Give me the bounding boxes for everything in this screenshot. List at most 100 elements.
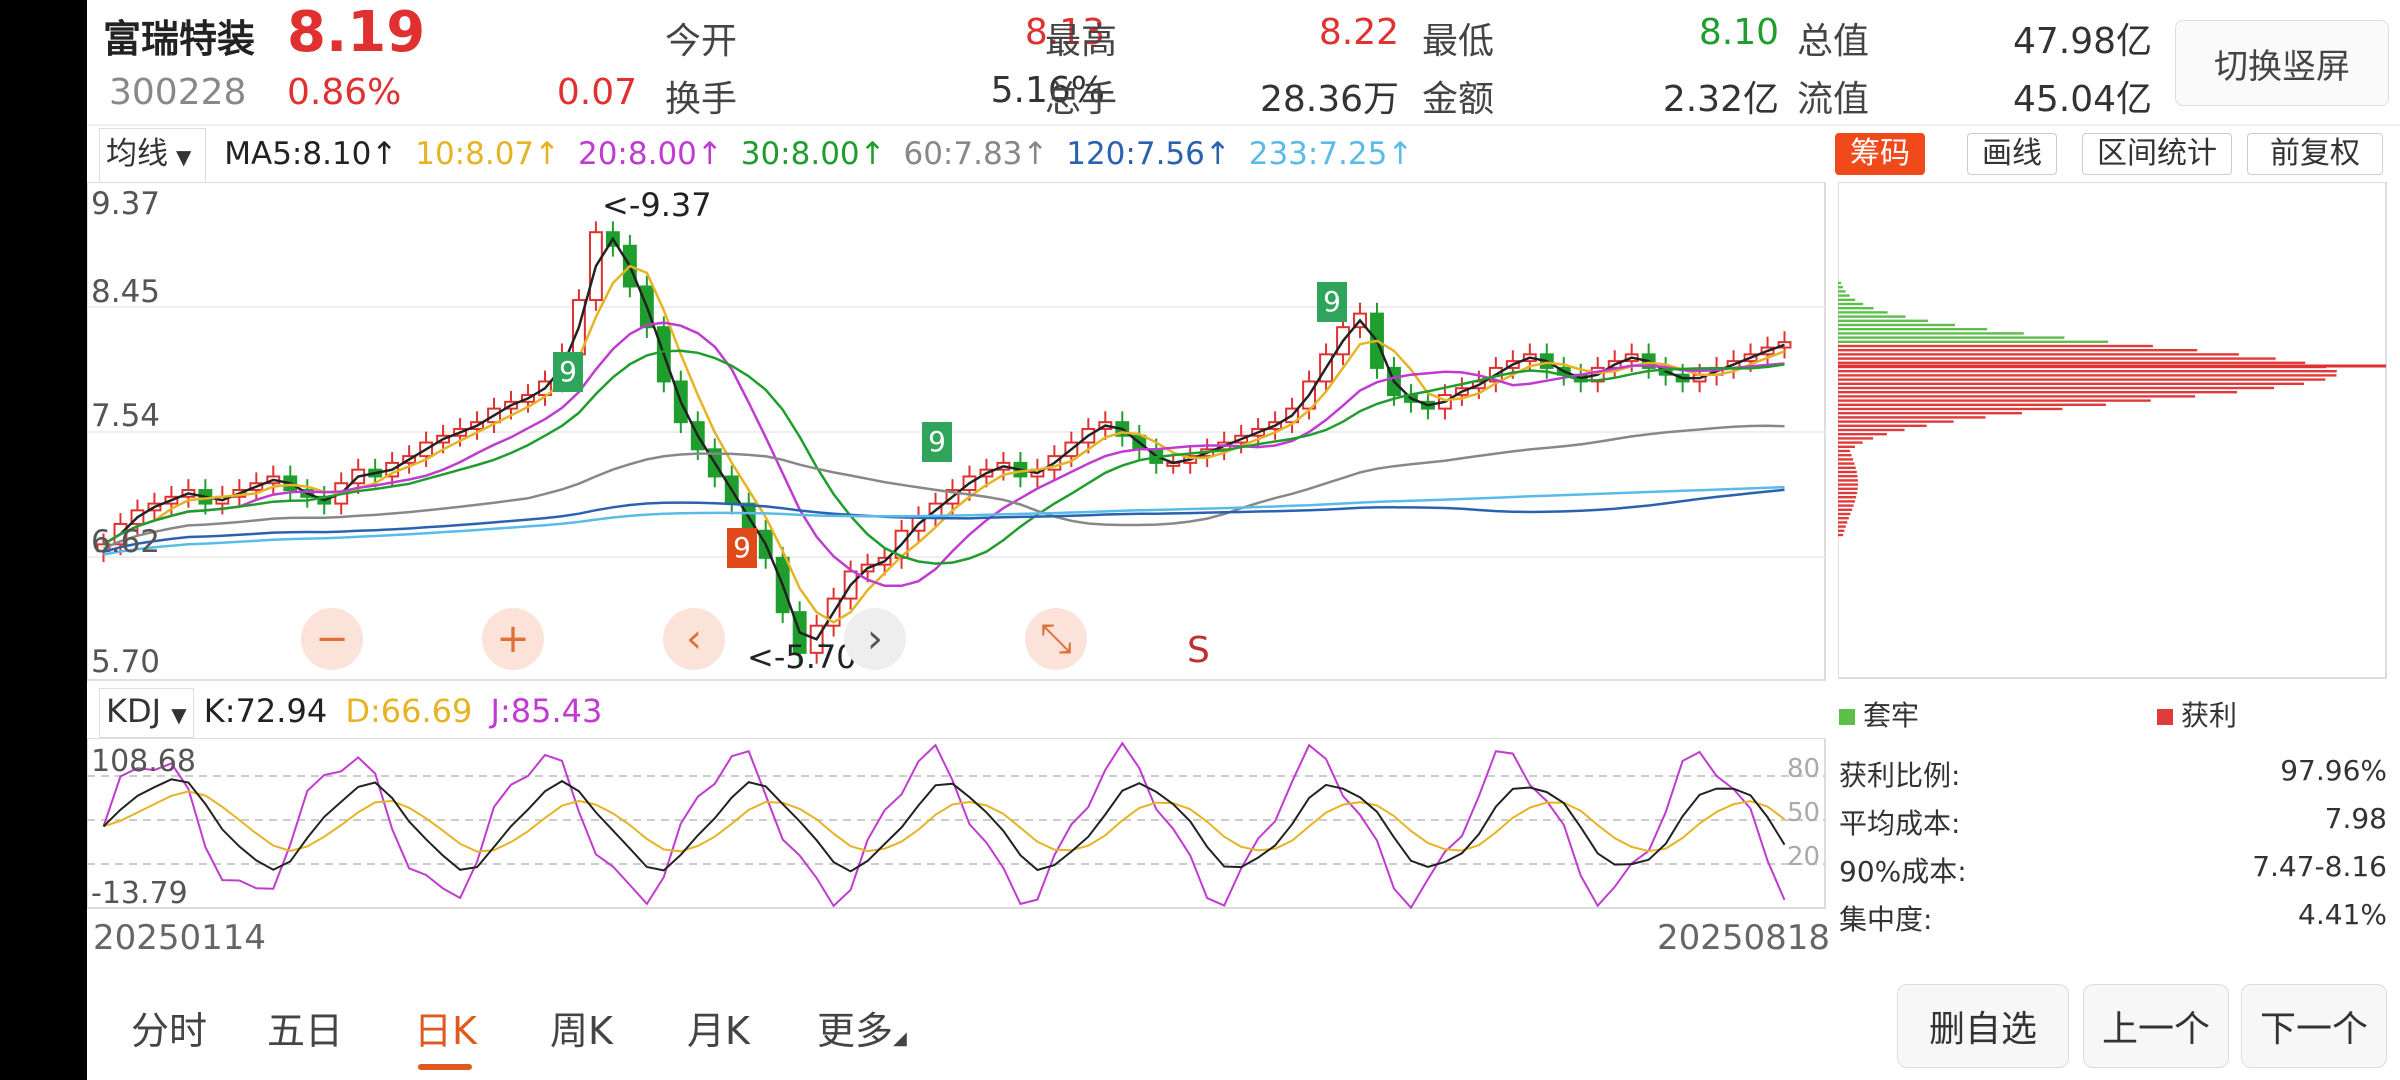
ma-line <box>102 236 1785 641</box>
chips-button[interactable]: 筹码 <box>1835 133 1925 175</box>
switch-portrait-button[interactable]: 切换竖屏 <box>2175 20 2389 106</box>
legend-trapped-label: 套牢 <box>1863 699 1920 732</box>
kdj-legend: KDJ ▼ K:72.94 D:66.69 J:85.43 <box>87 688 1287 738</box>
tab-intraday[interactable]: 分时 <box>131 1009 208 1053</box>
chip-bar <box>1838 533 1844 537</box>
kdj-ref-20: 20 <box>1787 842 1821 872</box>
chip-bar <box>1838 475 1858 478</box>
chip-bar <box>1838 328 1988 331</box>
kdj-ref-80: 80 <box>1787 754 1821 784</box>
chip-bar <box>1838 391 2238 394</box>
stat-value-volume: 28.36万 <box>1259 79 1399 120</box>
ma30-label: 30:8.00↑ <box>740 136 886 172</box>
tab-more[interactable]: 更多◢ <box>817 1000 907 1055</box>
chip-bar <box>1838 395 2196 398</box>
chip-bar <box>1838 307 1874 310</box>
prev-stock-button[interactable]: 上一个 <box>2083 984 2229 1068</box>
zoom-out-button[interactable]: − <box>301 608 363 670</box>
tab-weekly-k[interactable]: 周K <box>550 1009 613 1053</box>
chip-bar <box>1838 281 1842 285</box>
legend-profit: 获利 <box>2157 694 2237 734</box>
chip-bar <box>1838 437 1874 440</box>
adjust-button[interactable]: 前复权 <box>2247 133 2383 175</box>
chip-bar <box>1838 386 2275 390</box>
kdj-select[interactable]: KDJ ▼ <box>99 688 194 738</box>
price-axis-3: 7.54 <box>91 398 161 434</box>
stock-code: 300228 <box>109 72 247 113</box>
avg-cost-value: 7.98 <box>2324 802 2387 835</box>
chip-bar <box>1838 323 1956 327</box>
low-annotation: <-5.70 <box>747 638 857 676</box>
price-axis-4: 6.62 <box>91 524 161 560</box>
stat-value-high: 8.22 <box>1318 12 1399 53</box>
high-annotation: <-9.37 <box>602 186 712 224</box>
remove-watchlist-button[interactable]: 删自选 <box>1897 984 2069 1068</box>
chip-bar <box>1838 420 1954 423</box>
chip-bar <box>1838 504 1854 507</box>
chip-bar <box>1838 357 2276 360</box>
kdj-j: J:85.43 <box>490 692 603 730</box>
price-axis-bottom: 5.70 <box>91 644 161 680</box>
chip-bar <box>1838 483 1858 486</box>
chip-bar <box>1838 315 1906 318</box>
date-end: 20250818 <box>1657 918 1831 958</box>
chip-bar <box>1838 370 2337 373</box>
stat-label-low: 最低 <box>1422 21 1495 62</box>
kdj-lines-group <box>102 741 1786 910</box>
stat-value-amount: 2.32亿 <box>1662 79 1779 120</box>
chip-bar <box>1838 403 2106 406</box>
chip-bars-group <box>1838 281 2337 537</box>
chip-bar <box>1838 433 1887 436</box>
chip-bar <box>1838 353 2239 356</box>
chip-bar <box>1838 382 2305 385</box>
kdj-line <box>102 778 1786 873</box>
profit-ratio-value: 97.96% <box>2280 754 2387 787</box>
active-tab-indicator <box>418 1064 472 1070</box>
next-stock-button[interactable]: 下一个 <box>2241 984 2387 1068</box>
chip-bar <box>1838 349 2198 352</box>
ma-line <box>102 321 1785 588</box>
chip-bar <box>1838 470 1857 474</box>
zoom-in-button[interactable]: + <box>482 608 544 670</box>
range-stats-button[interactable]: 区间统计 <box>2082 133 2232 175</box>
chip-bar <box>1838 512 1851 516</box>
chip-bar <box>1838 361 2306 364</box>
ma-legend: 均线 ▼ MA5:8.10↑ 10:8.07↑ 20:8.00↑ 30:8.00↑… <box>87 128 2400 183</box>
chip-bar <box>1838 412 2022 415</box>
ma233-label: 233:7.25↑ <box>1248 136 1414 172</box>
stat-label-high: 最高 <box>1045 21 1118 62</box>
chip-bar <box>1838 500 1855 503</box>
ma-line <box>103 485 1785 556</box>
draw-line-button[interactable]: 画线 <box>1967 133 2057 175</box>
scroll-left-button[interactable]: ‹ <box>663 608 725 670</box>
ma10-label: 10:8.07↑ <box>415 136 561 172</box>
stat-value-float-value: 45.04亿 <box>2012 79 2152 120</box>
chip-bar <box>1838 290 1846 293</box>
chip-bar <box>1838 529 1845 532</box>
scroll-right-button[interactable]: › <box>844 608 906 670</box>
chip-bar <box>1838 336 2065 339</box>
ma-line <box>102 349 1785 565</box>
legend-trapped: 套牢 <box>1839 694 1919 734</box>
kdj-chart[interactable] <box>87 738 1827 910</box>
kdj-axis-bottom: -13.79 <box>91 876 188 911</box>
candlestick-chart[interactable] <box>87 182 1827 682</box>
ma-line <box>103 424 1785 550</box>
tab-daily-k[interactable]: 日K <box>414 1009 477 1053</box>
price-axis-2: 8.45 <box>91 274 161 310</box>
indicator-select[interactable]: 均线 ▼ <box>99 128 207 183</box>
trapped-square-icon <box>1839 709 1855 725</box>
stat-label-volume: 总手 <box>1045 79 1118 120</box>
tab-monthly-k[interactable]: 月K <box>687 1009 750 1053</box>
kdj-axis-top: 108.68 <box>91 744 196 779</box>
chip-bar <box>1838 407 2063 411</box>
concentration-value: 4.41% <box>2298 898 2387 931</box>
kdj-d: D:66.69 <box>345 692 473 730</box>
ma120-label: 120:7.56↑ <box>1066 136 1231 172</box>
tab-five-day[interactable]: 五日 <box>267 1009 344 1053</box>
chip-bar <box>1838 521 1848 524</box>
shrink-button[interactable]: ⤡ <box>1025 608 1087 670</box>
date-start: 20250114 <box>93 918 267 958</box>
chip-bar <box>1838 525 1846 528</box>
chip-bar <box>1838 449 1850 453</box>
